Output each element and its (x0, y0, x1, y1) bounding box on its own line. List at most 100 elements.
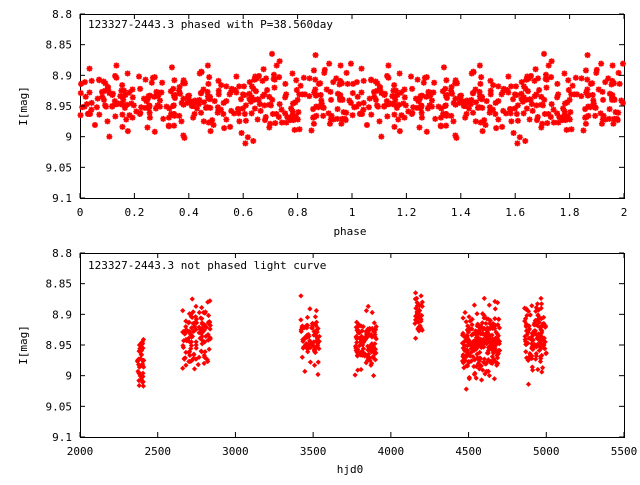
data-point (437, 114, 444, 121)
data-point (193, 303, 199, 309)
data-point (452, 95, 459, 102)
data-point (276, 101, 283, 108)
data-point (318, 97, 325, 104)
data-point (470, 346, 476, 352)
data-points (77, 50, 626, 147)
data-point (181, 356, 187, 362)
data-point (299, 323, 305, 329)
data-point (361, 339, 367, 345)
data-point (516, 134, 523, 141)
data-point (204, 62, 211, 69)
data-point (96, 111, 103, 118)
data-point (415, 319, 422, 325)
data-point (261, 102, 268, 109)
data-point (188, 342, 195, 349)
data-point (120, 96, 127, 103)
data-point (196, 324, 202, 330)
data-point (180, 344, 187, 351)
data-point (220, 99, 227, 106)
data-point (520, 94, 527, 101)
data-point (218, 82, 225, 89)
axis-ticks: 0 0.2 0.4 0.6 0.8 1 1.2 1.4 1.6 1.8 2 8.8 8.85 8.9 8.9… (46, 8, 628, 219)
data-point (239, 105, 246, 112)
data-point (360, 99, 367, 106)
data-point (298, 328, 304, 335)
data-point (191, 366, 198, 372)
data-point (254, 116, 261, 123)
data-point (315, 341, 321, 347)
data-point (492, 99, 499, 106)
data-point (310, 120, 317, 127)
data-point (496, 316, 502, 322)
data-point (215, 91, 222, 98)
data-point (473, 99, 480, 106)
data-point (548, 101, 555, 108)
data-point (535, 312, 541, 318)
data-point (354, 353, 361, 359)
data-point (310, 106, 317, 113)
data-point (431, 79, 438, 86)
data-point (200, 86, 207, 93)
data-point (178, 118, 185, 125)
data-point (472, 357, 478, 363)
x-axis-label: hjd0 (337, 463, 364, 476)
data-point (140, 379, 146, 385)
data-point (582, 67, 589, 74)
data-point (439, 88, 446, 95)
data-point (287, 115, 294, 122)
data-point (463, 319, 469, 325)
data-point (106, 90, 113, 97)
data-point (303, 341, 309, 348)
data-point (414, 303, 421, 309)
data-point (269, 96, 276, 103)
x-tick-label: 1.2 (396, 206, 416, 219)
data-point (140, 95, 147, 102)
data-point (192, 314, 199, 320)
data-point (580, 127, 587, 134)
data-point (334, 90, 341, 97)
data-point (284, 114, 291, 121)
y-tick-label: 9.05 (46, 400, 73, 413)
data-point (223, 98, 230, 105)
data-point (221, 125, 228, 132)
data-point (312, 332, 319, 338)
data-point (616, 80, 623, 87)
data-point (323, 86, 330, 93)
data-point (83, 101, 90, 108)
data-point (352, 372, 358, 378)
data-point (599, 88, 606, 95)
data-point (250, 137, 257, 144)
data-point (246, 90, 253, 97)
data-point (158, 89, 165, 96)
data-point (523, 76, 530, 83)
data-point (479, 128, 486, 135)
data-point (561, 100, 568, 107)
data-point (463, 386, 469, 392)
data-point (236, 118, 243, 125)
data-point (428, 103, 435, 110)
data-point (282, 110, 289, 117)
data-point (533, 102, 540, 109)
data-point (537, 324, 543, 330)
data-point (272, 120, 279, 127)
data-point (507, 106, 514, 113)
data-point (584, 52, 591, 59)
data-point (491, 376, 498, 382)
data-point (201, 327, 207, 333)
data-point (170, 92, 177, 99)
data-point (408, 110, 415, 117)
x-tick-label: 1 (349, 206, 356, 219)
data-point (410, 104, 417, 111)
data-point (336, 81, 343, 88)
data-point (193, 342, 199, 348)
data-point (423, 93, 430, 100)
data-point (464, 333, 470, 339)
data-point (453, 134, 460, 141)
data-point (170, 102, 177, 109)
data-point (481, 295, 487, 302)
data-point (292, 99, 299, 106)
data-point (487, 320, 493, 327)
data-point (489, 332, 495, 338)
data-point (233, 89, 240, 96)
data-point (187, 358, 193, 365)
